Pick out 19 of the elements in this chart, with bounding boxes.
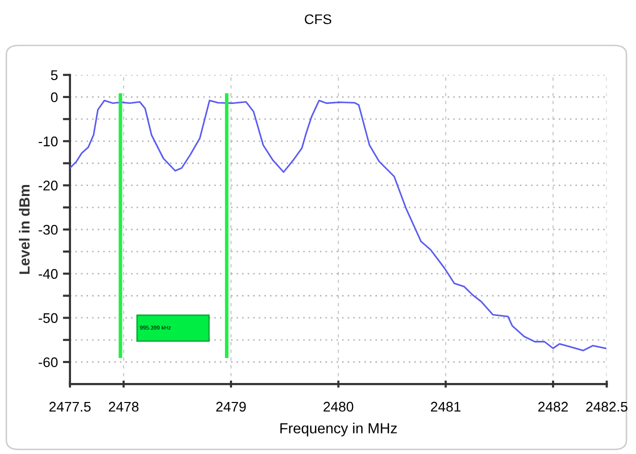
x-tick-label: 2479 — [216, 402, 246, 412]
x-tick-label: 2478 — [108, 402, 138, 412]
line-series — [70, 100, 606, 352]
y-tick-label: -10 — [38, 136, 58, 146]
x-tick-label: 2482 — [538, 402, 568, 412]
x-tick-label: 2480 — [324, 402, 354, 412]
y-tick-label: -50 — [38, 313, 58, 323]
x-tick-label: 2481 — [430, 402, 460, 412]
x-tick-label: 2482.5 — [586, 402, 628, 412]
x-tick-label: 2477.5 — [49, 402, 91, 412]
y-tick-label: -60 — [38, 357, 58, 368]
y-tick-label: -30 — [38, 224, 58, 235]
y-tick-label: 0 — [50, 92, 58, 102]
y-tick-label: 5 — [50, 70, 58, 80]
y-tick-label: -40 — [38, 269, 58, 279]
chart-title: CFS — [304, 14, 332, 24]
y-tick-label: -20 — [38, 180, 58, 190]
y-axis-title: Level in dBm — [18, 185, 30, 274]
x-axis-title: Frequency in MHz — [280, 422, 397, 436]
